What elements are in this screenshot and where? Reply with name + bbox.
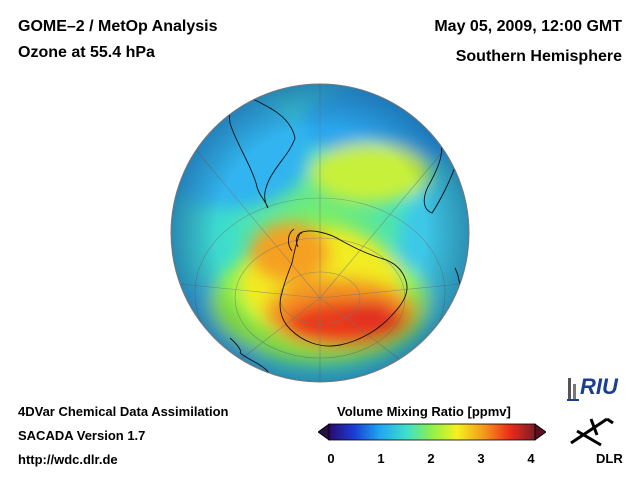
footer-version: SACADA Version 1.7 xyxy=(18,428,146,443)
ozone-globe-map xyxy=(170,83,470,383)
colorbar-tick-0: 0 xyxy=(327,451,335,466)
colorbar-tick-3: 3 xyxy=(477,451,485,466)
riu-logo-text: RIU xyxy=(580,374,618,399)
hemisphere-label: Southern Hemisphere xyxy=(455,48,622,65)
colorbar-gradient xyxy=(328,423,536,441)
colorbar-tick-4: 4 xyxy=(527,451,535,466)
colorbar-max-arrow xyxy=(534,423,546,441)
footer-assimilation: 4DVar Chemical Data Assimilation xyxy=(18,404,229,419)
riu-logo-icon xyxy=(567,378,579,401)
colorbar-tick-1: 1 xyxy=(377,451,385,466)
colorbar-tick-2: 2 xyxy=(427,451,435,466)
title-instrument: GOME–2 / MetOp Analysis xyxy=(18,18,218,35)
title-field: Ozone at 55.4 hPa xyxy=(18,44,155,61)
colorbar xyxy=(318,423,546,441)
date-label: May 05, 2009, 12:00 GMT xyxy=(434,18,622,35)
colorbar-min-arrow xyxy=(318,423,330,441)
dlr-logo-text: DLR xyxy=(596,451,623,466)
colorbar-title: Volume Mixing Ratio [ppmv] xyxy=(337,404,511,419)
dlr-logo-icon xyxy=(570,417,614,447)
footer-url: http://wdc.dlr.de xyxy=(18,452,118,467)
